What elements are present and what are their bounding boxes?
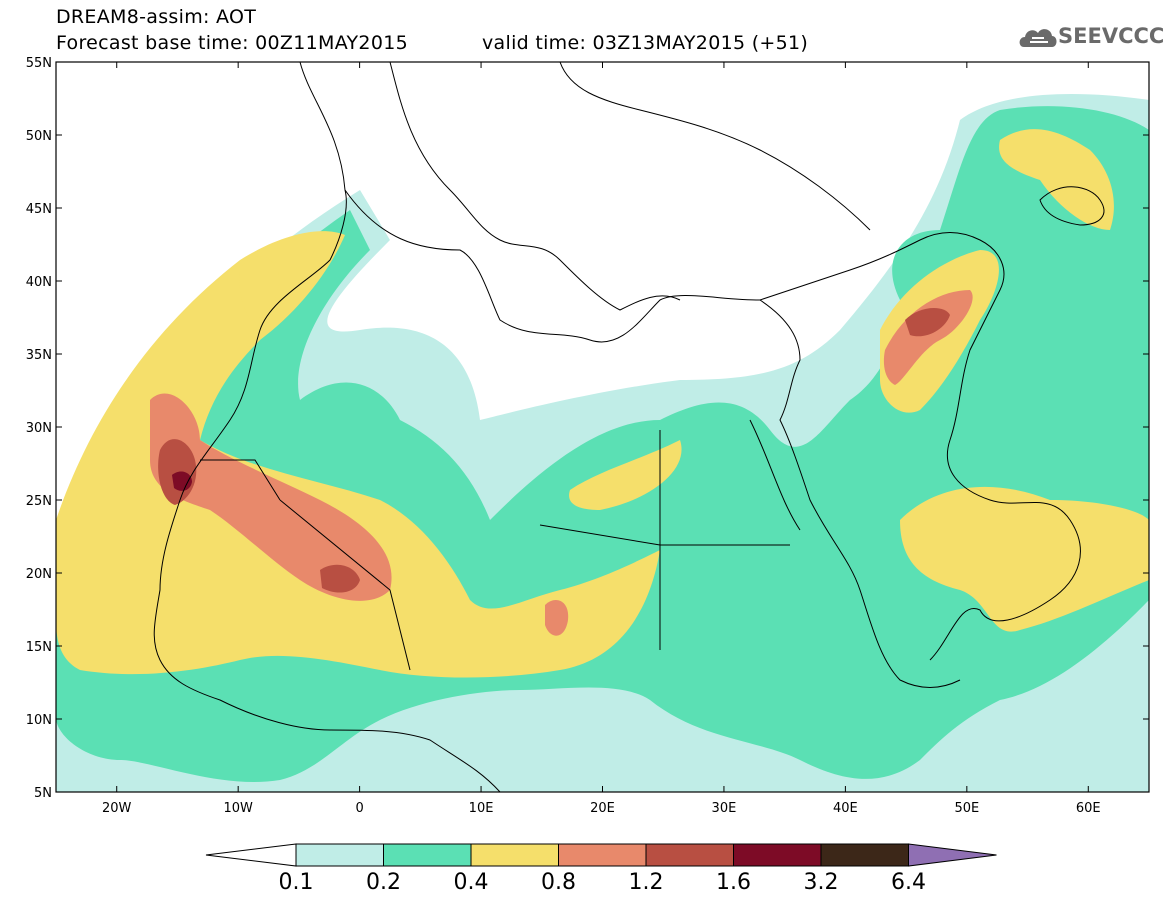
- colorbar-swatch: [820, 843, 909, 867]
- lat-tick-label: 40N: [26, 275, 52, 290]
- lon-tick-label: 20E: [590, 801, 615, 816]
- lat-tick-label: 10N: [26, 713, 52, 728]
- colorbar-label: 1.6: [716, 870, 751, 895]
- colorbar: [205, 843, 997, 867]
- lat-tick-label: 30N: [26, 421, 52, 436]
- colorbar-swatch: [295, 843, 384, 867]
- colorbar-label: 0.4: [453, 870, 489, 895]
- lat-tick-label: 35N: [26, 348, 52, 363]
- colorbar-label: 6.4: [891, 870, 926, 895]
- logo-text: SEEVCCC: [1058, 24, 1165, 48]
- lon-tick-label: 60E: [1076, 801, 1101, 816]
- lat-tick-label: 50N: [26, 129, 52, 144]
- forecast-base-time: Forecast base time: 00Z11MAY2015: [56, 32, 408, 54]
- lon-tick-label: 10W: [223, 801, 253, 816]
- colorbar-over-arrow: [908, 843, 997, 867]
- colorbar-swatch: [733, 843, 822, 867]
- colorbar-label: 0.1: [278, 870, 314, 895]
- lat-tick-label: 20N: [26, 567, 52, 582]
- lat-tick-label: 5N: [34, 786, 52, 801]
- colorbar-label: 1.2: [628, 870, 664, 895]
- latitude-axis: 5N 10N 15N 20N 25N 30N 35N 40N 45N 50N 55N: [26, 56, 1149, 801]
- colorbar-under-arrow: [205, 843, 297, 867]
- longitude-axis: 20W 10W 0 10E 20E 30E 40E 50E 60E: [102, 62, 1101, 816]
- lat-tick-label: 55N: [26, 56, 52, 71]
- lat-tick-label: 25N: [26, 494, 52, 509]
- colorbar-label: 3.2: [803, 870, 839, 895]
- cloud-icon: [1019, 29, 1057, 47]
- lon-tick-label: 0: [355, 801, 363, 816]
- map-title: DREAM8-assim: AOT: [56, 6, 257, 28]
- lon-tick-label: 40E: [833, 801, 858, 816]
- lat-tick-label: 45N: [26, 202, 52, 217]
- lon-tick-label: 10E: [469, 801, 494, 816]
- lon-tick-label: 50E: [954, 801, 979, 816]
- valid-time: valid time: 03Z13MAY2015 (+51): [482, 32, 809, 54]
- colorbar-label: 0.2: [366, 870, 401, 895]
- colorbar-swatch: [645, 843, 734, 867]
- lon-tick-label: 30E: [712, 801, 737, 816]
- lat-tick-label: 15N: [26, 640, 52, 655]
- colorbar-swatch: [383, 843, 472, 867]
- colorbar-swatch: [470, 843, 559, 867]
- colorbar-swatch: [558, 843, 647, 867]
- colorbar-label: 0.8: [541, 870, 576, 895]
- aot-field: [56, 62, 1149, 792]
- lon-tick-label: 20W: [102, 801, 132, 816]
